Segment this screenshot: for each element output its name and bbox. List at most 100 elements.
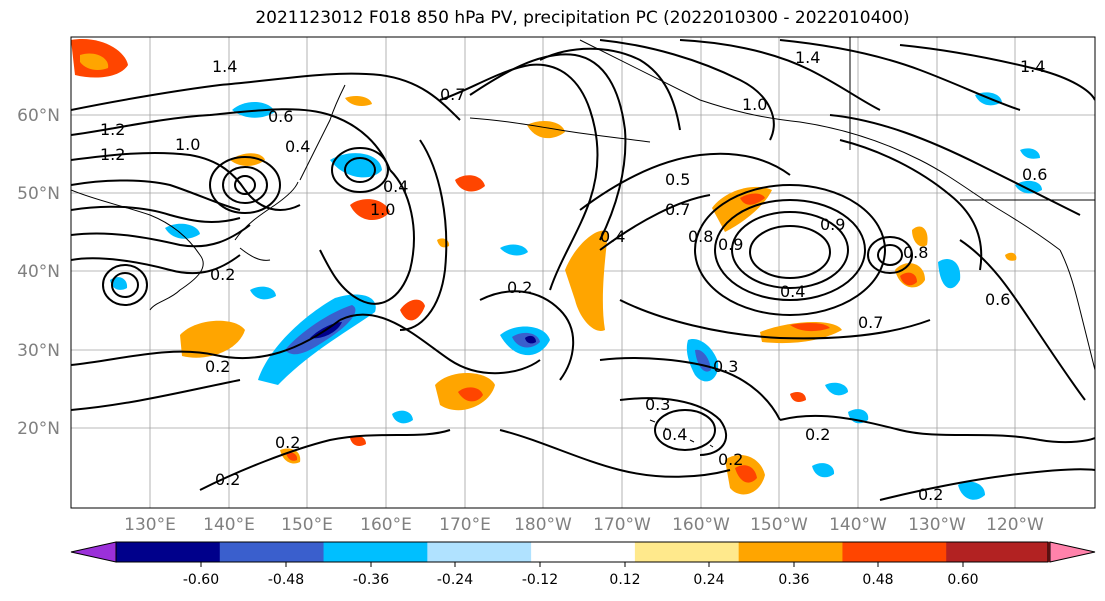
contour-label: 0.5 xyxy=(665,170,690,189)
coastline-alaska xyxy=(579,39,1061,251)
precip-region xyxy=(286,452,298,461)
precip-region xyxy=(565,230,608,331)
contour-label: 0.3 xyxy=(713,357,738,376)
lon-label: 130°E xyxy=(124,515,176,535)
pv-contour xyxy=(899,44,1095,101)
contour-label: 0.4 xyxy=(600,227,625,246)
colorbar-swatch xyxy=(634,542,740,562)
contour-label: 0.7 xyxy=(440,85,465,104)
contour-label: 0.4 xyxy=(383,177,408,196)
colorbar-swatch xyxy=(738,542,843,562)
precip-region xyxy=(455,175,485,192)
contour-label: 0.6 xyxy=(268,107,293,126)
pv-contour xyxy=(71,72,461,121)
precip-region xyxy=(400,299,425,321)
precip-region xyxy=(110,277,128,290)
colorbar-frame xyxy=(115,541,1049,563)
pv-contour xyxy=(839,139,983,271)
contour-label: 1.4 xyxy=(212,57,237,76)
precip-region xyxy=(458,387,483,402)
precip-region xyxy=(958,481,985,500)
pv-contour xyxy=(71,254,241,275)
contour-label: 0.6 xyxy=(985,290,1010,309)
precip-region xyxy=(527,120,565,139)
pv-contour xyxy=(877,244,903,266)
pv-contour xyxy=(331,147,389,193)
pv-contour xyxy=(71,224,251,248)
precip-region xyxy=(345,96,372,106)
pv-contour xyxy=(867,236,913,274)
pv-contour xyxy=(71,379,241,411)
coastline-hawaii xyxy=(649,419,714,448)
lon-label: 160°E xyxy=(360,515,412,535)
pv-contour xyxy=(619,299,931,340)
contour-label: 0.2 xyxy=(275,433,300,452)
pv-contour xyxy=(599,194,711,251)
contour-label: 0.2 xyxy=(805,425,830,444)
pv-contour xyxy=(71,151,301,211)
colorbar-label: -0.24 xyxy=(437,572,473,588)
pv-contour xyxy=(779,414,1095,444)
colorbar: -0.60 -0.48 -0.36 -0.24 -0.12 0.12 0.24 … xyxy=(70,541,1096,588)
pv-contour xyxy=(344,157,376,183)
contour-labels: 1.4 1.4 1.4 1.2 1.2 1.0 1.0 0.6 0.4 0.4 … xyxy=(100,48,1047,504)
contour-label: 0.2 xyxy=(205,357,230,376)
contour-label: 0.4 xyxy=(662,425,687,444)
colorbar-swatch xyxy=(1049,541,1096,563)
pv-contour xyxy=(199,429,451,491)
coastline-asia xyxy=(71,189,204,311)
pv-contour xyxy=(339,313,541,375)
contour-label: 0.2 xyxy=(918,485,943,504)
coastline-kamchatka xyxy=(299,84,346,181)
colorbar-labels: -0.60 -0.48 -0.36 -0.24 -0.12 0.12 0.24 … xyxy=(183,572,979,588)
coastline-aleutians xyxy=(469,117,651,143)
lon-label: 140°E xyxy=(203,515,255,535)
colorbar-label: 0.24 xyxy=(693,572,724,588)
pv-contour xyxy=(749,225,831,279)
lon-label: 180°W xyxy=(514,515,572,535)
pv-contour xyxy=(654,409,716,451)
contour-label: 0.8 xyxy=(903,243,928,262)
contour-label: 0.2 xyxy=(215,470,240,489)
pv-contour xyxy=(829,114,1081,216)
pv-contour xyxy=(209,156,281,214)
contour-label: 1.4 xyxy=(1020,57,1045,76)
pv-contour xyxy=(879,468,1095,501)
pv-contour xyxy=(71,108,391,171)
pv-contour xyxy=(679,39,881,111)
lon-label: 170°W xyxy=(593,515,651,535)
contour-label: 0.2 xyxy=(718,450,743,469)
precip-region xyxy=(285,305,356,355)
contour-label: 1.0 xyxy=(175,135,200,154)
pv-contour xyxy=(599,39,775,141)
contour-label: 1.0 xyxy=(742,95,767,114)
precip-region xyxy=(825,382,848,396)
precip-region xyxy=(350,199,390,221)
contour-label: 0.6 xyxy=(1022,165,1047,184)
contour-label: 1.2 xyxy=(100,120,125,139)
lon-label: 130°W xyxy=(908,515,966,535)
precip-region xyxy=(740,193,765,205)
precip-region xyxy=(180,320,245,358)
precip-region xyxy=(250,286,276,300)
pv-contour xyxy=(714,199,866,301)
lat-label: 60°N xyxy=(17,106,60,126)
lat-label: 20°N xyxy=(17,419,60,439)
pv-contour xyxy=(71,319,341,366)
pv-contour xyxy=(102,264,148,306)
contour-label: 1.2 xyxy=(100,145,125,164)
pv-contour xyxy=(234,175,256,195)
lon-label: 120°W xyxy=(986,515,1044,535)
pv-contour xyxy=(599,357,781,421)
lon-label: 160°W xyxy=(672,515,730,535)
colorbar-label: -0.36 xyxy=(353,572,389,588)
lon-label: 140°W xyxy=(829,515,887,535)
colorbar-swatch xyxy=(116,542,221,562)
lon-label: 150°E xyxy=(281,515,333,535)
contour-label: 0.9 xyxy=(820,215,845,234)
precip-region xyxy=(80,53,109,70)
contour-label: 0.2 xyxy=(210,265,235,284)
pv-contour xyxy=(319,169,415,305)
pv-contours xyxy=(71,39,1095,501)
